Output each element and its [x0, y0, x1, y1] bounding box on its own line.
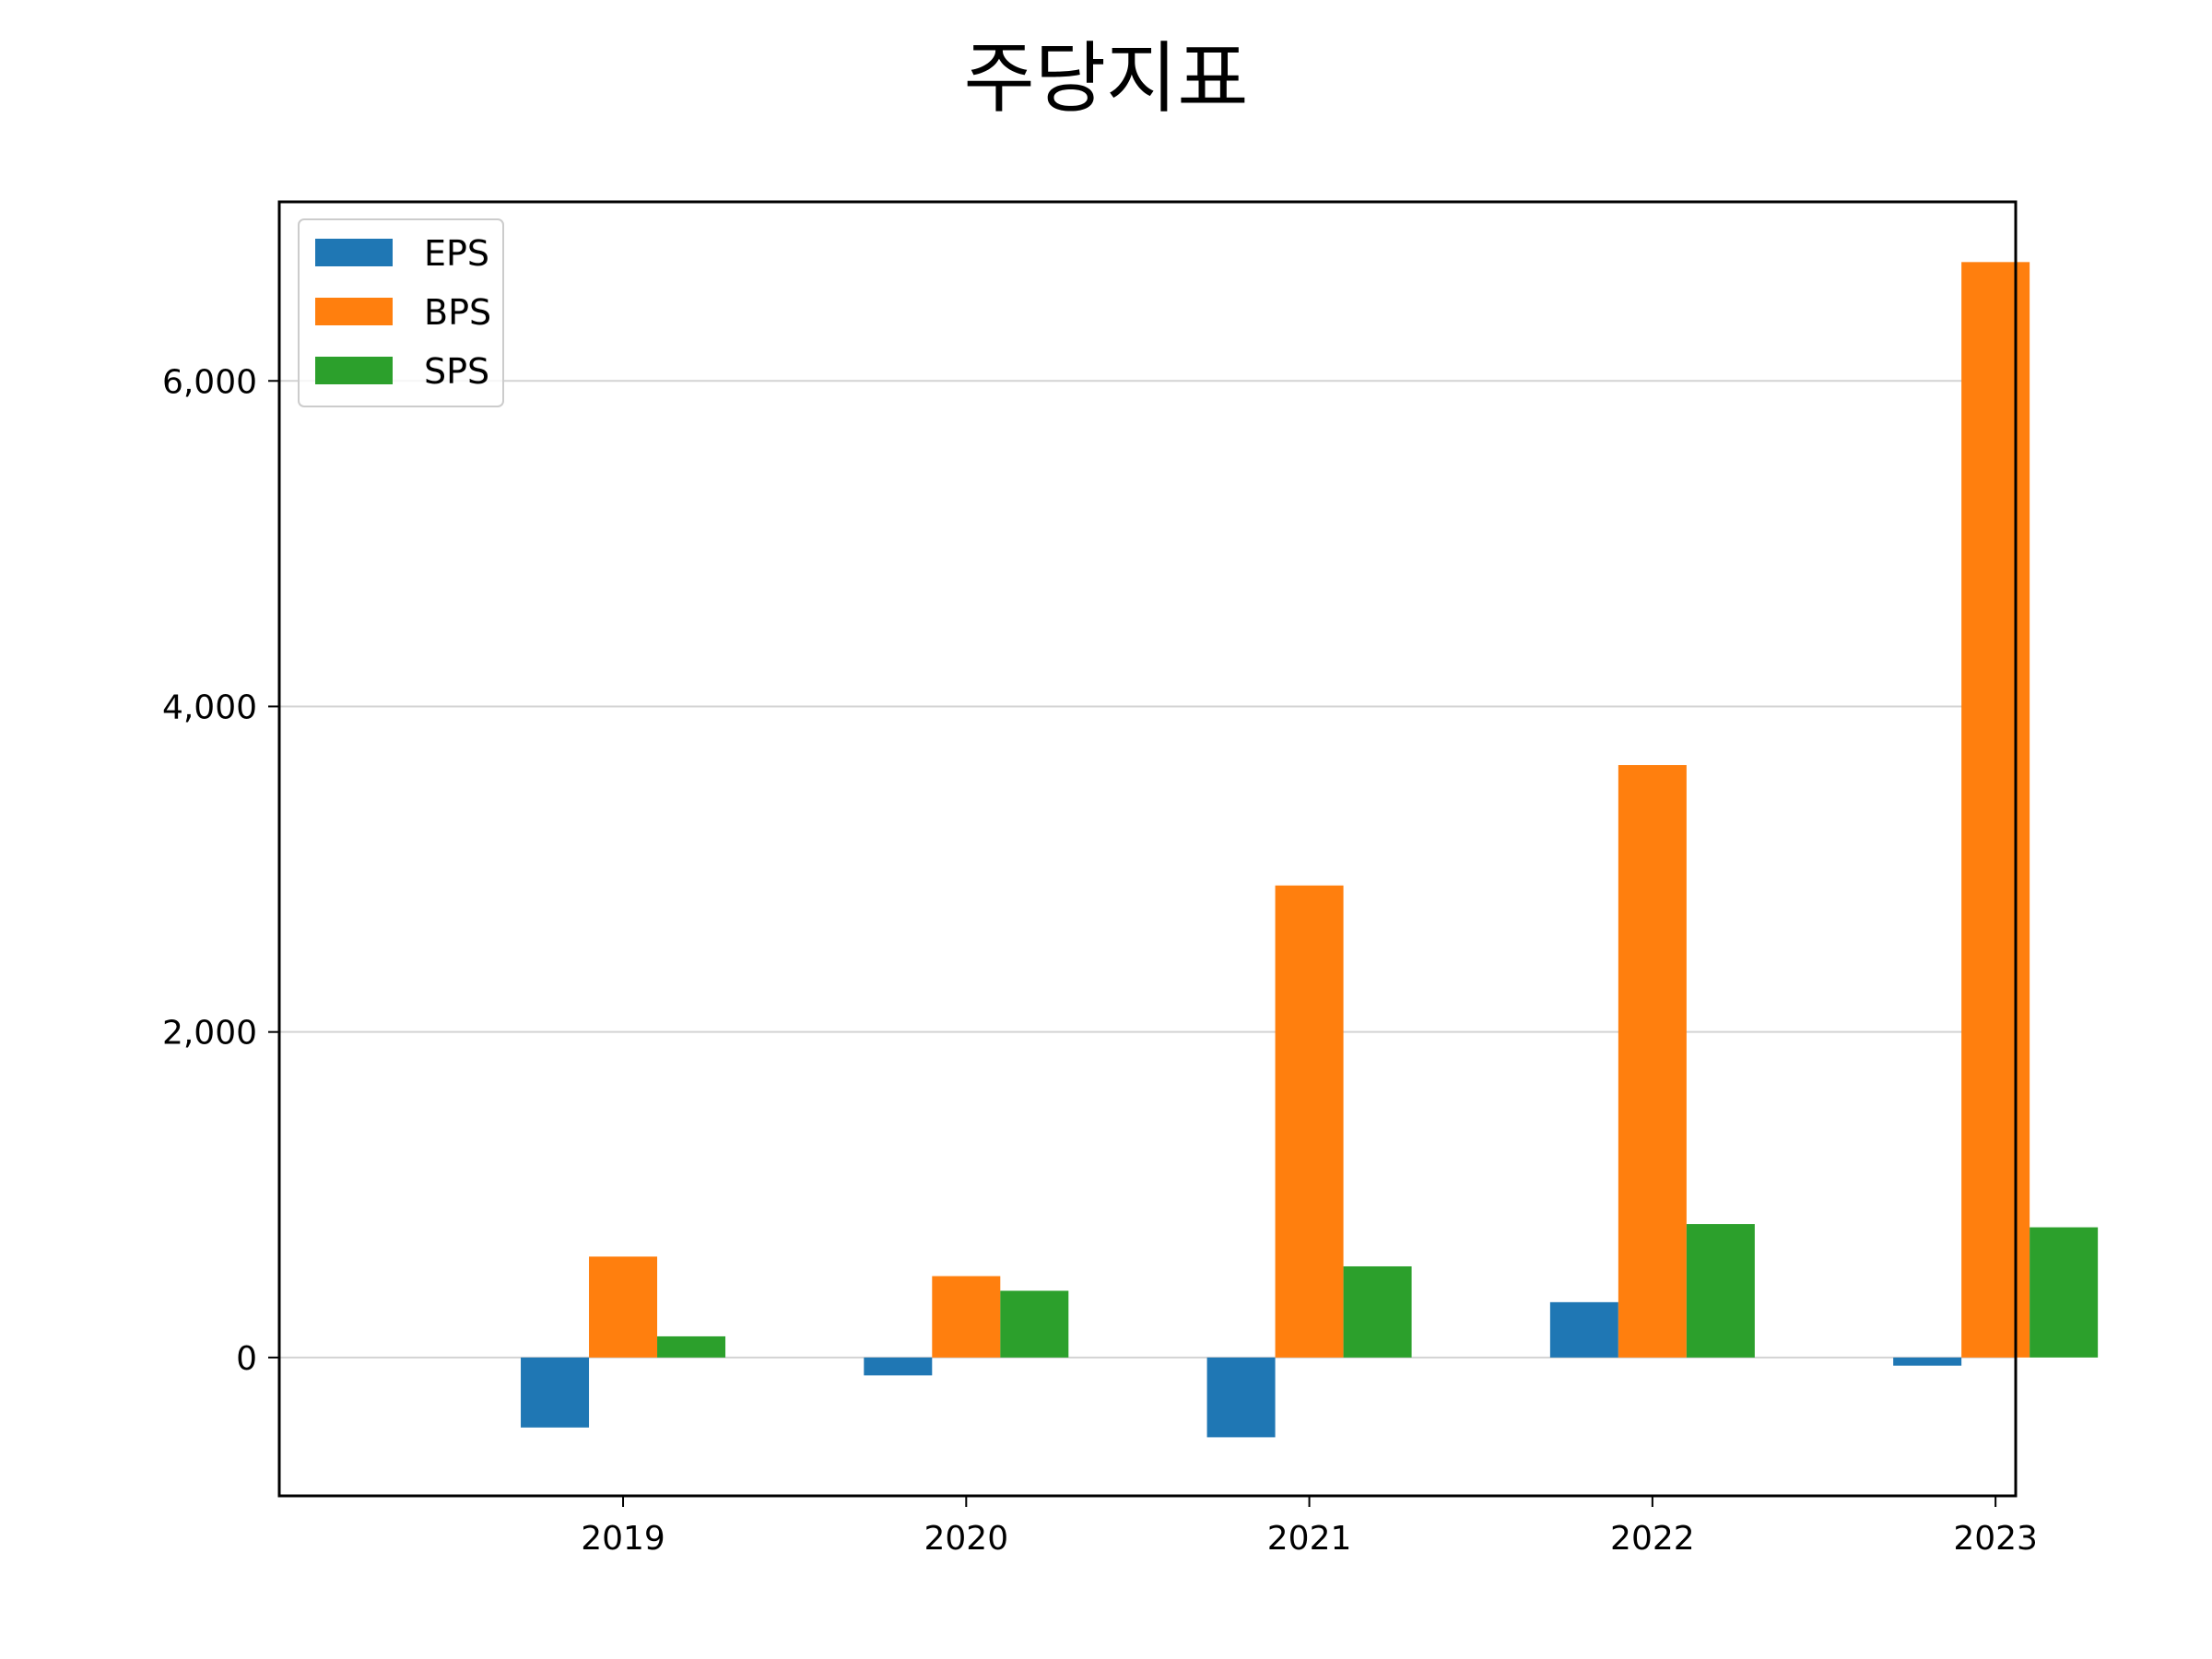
bar-eps-2020 [864, 1357, 933, 1376]
x-axis: 2019 2020 2021 2022 2023 [581, 1496, 2038, 1558]
x-tick-label: 2020 [924, 1520, 1008, 1558]
legend-swatch-bps [315, 298, 393, 325]
grid-lines [279, 380, 2016, 1359]
y-axis: 0 2,000 4,000 6,000 [162, 363, 279, 1378]
bar-bps-2022 [1618, 765, 1687, 1358]
bar-eps-2019 [521, 1357, 590, 1428]
bar-bps-2019 [589, 1256, 658, 1358]
bar-sps-2020 [1000, 1290, 1069, 1358]
plot-frame [277, 200, 2018, 1498]
legend: EPS BPS SPS [298, 218, 504, 407]
bars [521, 262, 2099, 1438]
bar-sps-2021 [1343, 1265, 1412, 1358]
bar-bps-2023 [1961, 262, 2030, 1358]
bar-bps-2021 [1275, 885, 1344, 1358]
x-tick-label: 2022 [1610, 1520, 1695, 1558]
bar-sps-2023 [2030, 1227, 2099, 1358]
legend-label-sps: SPS [424, 351, 489, 392]
x-tick-label: 2021 [1267, 1520, 1352, 1558]
bar-eps-2022 [1549, 1301, 1618, 1358]
bar-sps-2019 [657, 1335, 726, 1358]
y-tick-label: 0 [236, 1340, 257, 1378]
y-tick-label: 6,000 [162, 363, 257, 401]
bar-eps-2021 [1206, 1357, 1276, 1438]
x-tick-label: 2023 [1953, 1520, 2038, 1558]
x-tick-label: 2019 [581, 1520, 665, 1558]
legend-swatch-eps [315, 239, 393, 266]
legend-label-eps: EPS [424, 233, 489, 274]
y-tick-label: 2,000 [162, 1015, 257, 1053]
y-tick-label: 4,000 [162, 688, 257, 726]
bar-sps-2022 [1686, 1224, 1755, 1358]
bar-eps-2023 [1893, 1357, 1962, 1366]
chart-title: 주당지표 [963, 33, 1249, 124]
legend-swatch-sps [315, 357, 393, 384]
legend-label-bps: BPS [424, 292, 491, 333]
bar-bps-2020 [932, 1276, 1001, 1358]
